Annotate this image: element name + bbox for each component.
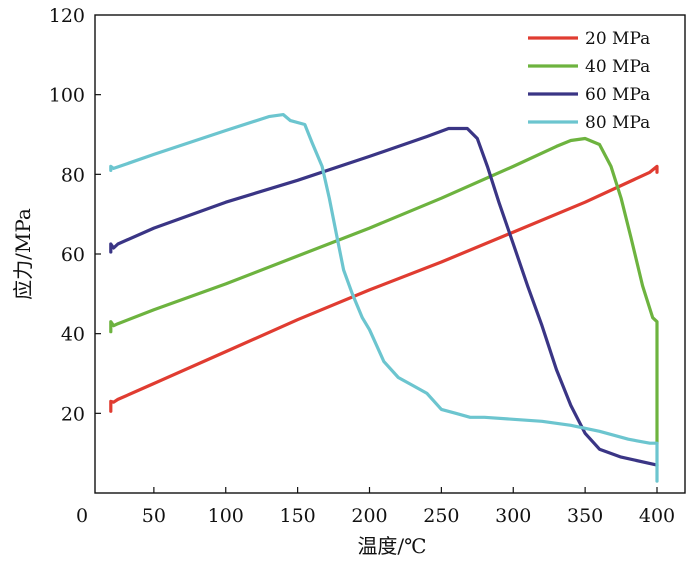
x-tick-label: 200 xyxy=(351,505,387,527)
x-tick-label: 150 xyxy=(279,505,315,527)
legend-label-1: 20 MPa xyxy=(585,29,650,49)
series-layer xyxy=(109,112,659,483)
x-tick-label: 400 xyxy=(639,505,675,527)
series-line-3 xyxy=(109,126,659,467)
y-tick-label: 40 xyxy=(61,324,85,346)
x-tick-label: 0 xyxy=(76,505,88,527)
x-tick-label: 100 xyxy=(208,505,244,527)
ticks-layer: 0 50 100 150 200 250 300 350 400 20 40 60 80 100 120 xyxy=(49,5,675,527)
y-tick-label: 80 xyxy=(61,164,85,186)
y-axis-title: 应力/MPa xyxy=(11,208,35,300)
x-tick-label: 250 xyxy=(423,505,459,527)
legend-label-4: 80 MPa xyxy=(585,113,650,133)
series-line-4 xyxy=(109,112,659,483)
series-line-2 xyxy=(109,136,659,445)
x-tick-label: 350 xyxy=(567,505,603,527)
legend-label-2: 40 MPa xyxy=(585,57,650,77)
x-tick-label: 50 xyxy=(142,505,166,527)
legend-label-3: 60 MPa xyxy=(585,85,650,105)
y-tick-label: 100 xyxy=(49,85,85,107)
x-axis-title: 温度/℃ xyxy=(357,534,426,558)
legend: 20 MPa 40 MPa 60 MPa 80 MPa xyxy=(528,29,650,133)
x-tick-label: 300 xyxy=(495,505,531,527)
y-tick-label: 20 xyxy=(61,403,85,425)
series-line-1 xyxy=(109,164,659,413)
y-tick-label: 120 xyxy=(49,5,85,27)
y-tick-label: 60 xyxy=(61,244,85,266)
